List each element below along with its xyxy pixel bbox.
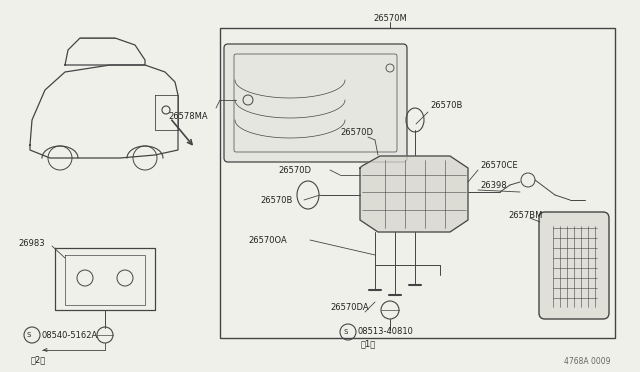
Text: 2657BM: 2657BM bbox=[508, 211, 542, 219]
FancyBboxPatch shape bbox=[224, 44, 407, 162]
Text: 26570D: 26570D bbox=[340, 128, 373, 137]
Text: S: S bbox=[344, 329, 348, 335]
Text: 26570OA: 26570OA bbox=[248, 235, 287, 244]
FancyBboxPatch shape bbox=[539, 212, 609, 319]
Text: （1）: （1） bbox=[360, 340, 376, 349]
Text: 08513-40810: 08513-40810 bbox=[358, 327, 414, 337]
Text: 4768A 0009: 4768A 0009 bbox=[563, 357, 610, 366]
Text: 26570CE: 26570CE bbox=[480, 160, 518, 170]
Text: （2）: （2） bbox=[30, 356, 45, 365]
Text: 26983: 26983 bbox=[18, 238, 45, 247]
Text: 26570D: 26570D bbox=[278, 166, 311, 174]
Bar bbox=[220, 28, 615, 338]
Text: 08540-5162A: 08540-5162A bbox=[42, 330, 99, 340]
Text: 26578MA: 26578MA bbox=[168, 112, 208, 121]
Text: 26570B: 26570B bbox=[260, 196, 292, 205]
Text: S: S bbox=[27, 332, 31, 338]
Text: 26570M: 26570M bbox=[373, 13, 407, 22]
Text: 26398: 26398 bbox=[480, 180, 507, 189]
Text: 26570DA: 26570DA bbox=[330, 304, 369, 312]
Polygon shape bbox=[360, 156, 468, 232]
Text: 26570B: 26570B bbox=[430, 100, 462, 109]
